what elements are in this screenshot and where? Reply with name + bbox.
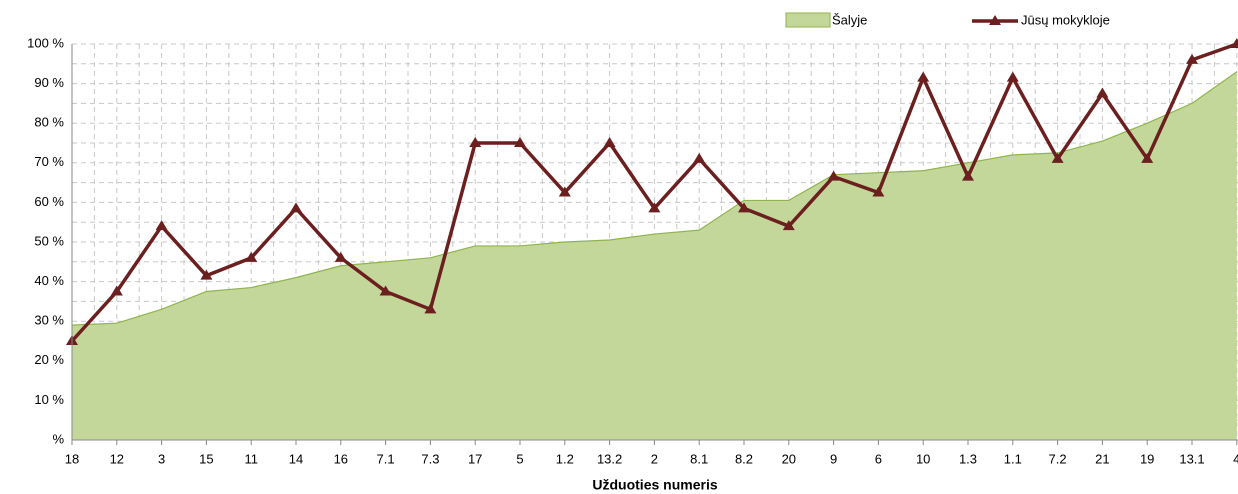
x-tick-label: 19 bbox=[1140, 451, 1154, 466]
marker bbox=[782, 220, 795, 231]
y-tick-label: 10 % bbox=[34, 392, 64, 407]
marker bbox=[245, 251, 258, 262]
marker bbox=[379, 285, 392, 296]
y-tick-label: 20 % bbox=[34, 352, 64, 367]
marker bbox=[155, 220, 168, 231]
x-tick-label: 16 bbox=[334, 451, 348, 466]
x-axis-label: Užduoties numeris bbox=[592, 477, 717, 493]
marker bbox=[872, 186, 885, 197]
x-tick-label: 7.2 bbox=[1049, 451, 1067, 466]
area-edge bbox=[71, 71, 1238, 326]
y-tick-label: 50 % bbox=[34, 233, 64, 248]
legend-label: Jūsų mokykloje bbox=[1021, 12, 1110, 27]
marker bbox=[424, 303, 437, 314]
marker bbox=[558, 186, 571, 197]
y-tick-label: 40 % bbox=[34, 273, 64, 288]
y-tick-label: % bbox=[52, 431, 64, 446]
y-tick-label: 100 % bbox=[27, 35, 64, 50]
x-tick-label: 7.3 bbox=[421, 451, 439, 466]
x-tick-label: 13.1 bbox=[1179, 451, 1204, 466]
x-tick-label: 20 bbox=[782, 451, 796, 466]
x-tick-label: 2 bbox=[651, 451, 658, 466]
x-tick-label: 7.1 bbox=[377, 451, 395, 466]
x-tick-label: 3 bbox=[158, 451, 165, 466]
marker bbox=[334, 251, 347, 262]
marker bbox=[1186, 53, 1198, 64]
marker bbox=[514, 137, 526, 147]
x-tick-label: 17 bbox=[468, 451, 482, 466]
x-tick-label: 14 bbox=[289, 451, 303, 466]
marker bbox=[110, 285, 123, 296]
x-tick-label: 8.2 bbox=[735, 451, 753, 466]
marker bbox=[648, 202, 661, 213]
x-tick-label: 10 bbox=[916, 451, 930, 466]
y-tick-label: 70 % bbox=[34, 154, 64, 169]
x-tick-label: 1.1 bbox=[1004, 451, 1022, 466]
y-tick-label: 80 % bbox=[34, 115, 64, 130]
x-tick-label: 13.2 bbox=[597, 451, 622, 466]
x-tick-label: 8.1 bbox=[690, 451, 708, 466]
marker bbox=[1096, 87, 1109, 98]
marker bbox=[290, 202, 302, 213]
x-tick-label: 18 bbox=[65, 451, 79, 466]
marker bbox=[917, 71, 930, 82]
x-tick-label: 6 bbox=[875, 451, 882, 466]
legend-swatch bbox=[785, 12, 831, 28]
x-tick-label: 1.3 bbox=[959, 451, 977, 466]
area bbox=[72, 71, 1237, 440]
x-tick-label: 21 bbox=[1095, 451, 1109, 466]
y-tick-label: 90 % bbox=[34, 75, 64, 90]
x-tick-label: 5 bbox=[516, 451, 523, 466]
y-tick-label: 30 % bbox=[34, 313, 64, 328]
x-tick-label: 12 bbox=[110, 451, 124, 466]
marker bbox=[1006, 71, 1019, 82]
legend-marker bbox=[989, 15, 1001, 25]
y-tick-label: 60 % bbox=[34, 194, 64, 209]
marker bbox=[469, 137, 482, 147]
marker bbox=[1230, 38, 1238, 48]
x-tick-label: 9 bbox=[830, 451, 837, 466]
x-tick-label: 4 bbox=[1233, 451, 1238, 466]
x-tick-label: 15 bbox=[199, 451, 213, 466]
marker bbox=[827, 170, 840, 181]
x-tick-label: 1.2 bbox=[556, 451, 574, 466]
marker bbox=[200, 269, 213, 280]
x-tick-label: 11 bbox=[244, 451, 258, 466]
marker bbox=[738, 202, 750, 213]
marker bbox=[1051, 152, 1064, 163]
marker bbox=[603, 137, 616, 147]
marker bbox=[693, 152, 706, 163]
legend-label: Šalyje bbox=[832, 12, 867, 27]
marker bbox=[962, 170, 974, 181]
marker bbox=[1141, 152, 1154, 163]
